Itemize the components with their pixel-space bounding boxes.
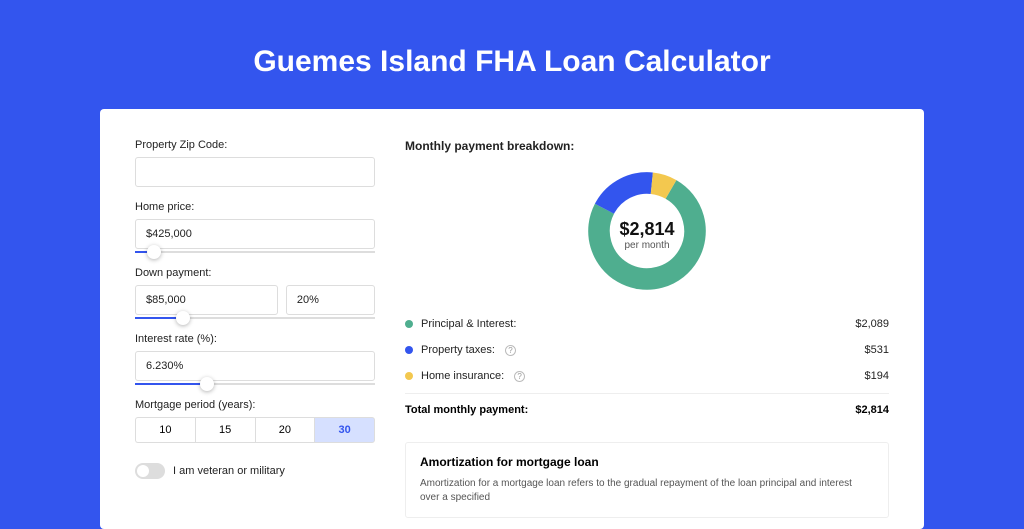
- legend-amount: $2,089: [855, 318, 889, 330]
- home-price-input[interactable]: [135, 219, 375, 249]
- down-payment-percent-input[interactable]: [286, 285, 375, 315]
- legend-total: Total monthly payment: $2,814: [405, 393, 889, 426]
- legend-label: Home insurance:: [421, 370, 504, 382]
- amortization-text: Amortization for a mortgage loan refers …: [420, 477, 874, 505]
- mortgage-period-label: Mortgage period (years):: [135, 399, 375, 411]
- mortgage-period-field: Mortgage period (years): 10 15 20 30: [135, 399, 375, 443]
- amortization-section: Amortization for mortgage loan Amortizat…: [405, 442, 889, 518]
- down-payment-label: Down payment:: [135, 267, 375, 279]
- interest-rate-field: Interest rate (%):: [135, 333, 375, 385]
- period-tab-10[interactable]: 10: [135, 417, 195, 443]
- donut-amount: $2,814: [619, 219, 674, 240]
- toggle-knob: [137, 465, 149, 477]
- legend: Principal & Interest: $2,089 Property ta…: [405, 311, 889, 426]
- slider-thumb[interactable]: [200, 377, 214, 391]
- mortgage-period-tabs: 10 15 20 30: [135, 417, 375, 443]
- donut-center: $2,814 per month: [619, 219, 674, 251]
- legend-row-insurance: Home insurance: ? $194: [405, 363, 889, 389]
- zip-label: Property Zip Code:: [135, 139, 375, 151]
- slider-thumb[interactable]: [147, 245, 161, 259]
- legend-amount: $194: [865, 370, 889, 382]
- calculator-card: Property Zip Code: Home price: Down paym…: [100, 109, 924, 529]
- legend-row-taxes: Property taxes: ? $531: [405, 337, 889, 363]
- interest-rate-input[interactable]: [135, 351, 375, 381]
- down-payment-slider[interactable]: [135, 317, 375, 319]
- period-tab-30[interactable]: 30: [314, 417, 375, 443]
- veteran-label: I am veteran or military: [173, 465, 285, 477]
- veteran-row: I am veteran or military: [135, 463, 375, 479]
- breakdown-column: Monthly payment breakdown: $2,814 per mo…: [405, 139, 889, 499]
- interest-rate-label: Interest rate (%):: [135, 333, 375, 345]
- period-tab-15[interactable]: 15: [195, 417, 255, 443]
- period-tab-20[interactable]: 20: [255, 417, 315, 443]
- donut-chart: $2,814 per month: [405, 163, 889, 311]
- donut-sub: per month: [619, 240, 674, 251]
- veteran-toggle[interactable]: [135, 463, 165, 479]
- legend-label: Property taxes:: [421, 344, 495, 356]
- legend-amount: $531: [865, 344, 889, 356]
- down-payment-amount-input[interactable]: [135, 285, 278, 315]
- zip-field: Property Zip Code:: [135, 139, 375, 187]
- interest-rate-slider[interactable]: [135, 383, 375, 385]
- help-icon[interactable]: ?: [505, 345, 516, 356]
- slider-thumb[interactable]: [176, 311, 190, 325]
- down-payment-field: Down payment:: [135, 267, 375, 319]
- dot-icon: [405, 372, 413, 380]
- dot-icon: [405, 320, 413, 328]
- amortization-title: Amortization for mortgage loan: [420, 455, 874, 469]
- total-amount: $2,814: [855, 404, 889, 416]
- help-icon[interactable]: ?: [514, 371, 525, 382]
- home-price-slider[interactable]: [135, 251, 375, 253]
- total-label: Total monthly payment:: [405, 404, 528, 416]
- page-title: Guemes Island FHA Loan Calculator: [0, 0, 1024, 109]
- home-price-label: Home price:: [135, 201, 375, 213]
- inputs-column: Property Zip Code: Home price: Down paym…: [135, 139, 375, 499]
- dot-icon: [405, 346, 413, 354]
- zip-input[interactable]: [135, 157, 375, 187]
- breakdown-title: Monthly payment breakdown:: [405, 139, 889, 153]
- legend-label: Principal & Interest:: [421, 318, 516, 330]
- legend-row-principal: Principal & Interest: $2,089: [405, 311, 889, 337]
- home-price-field: Home price:: [135, 201, 375, 253]
